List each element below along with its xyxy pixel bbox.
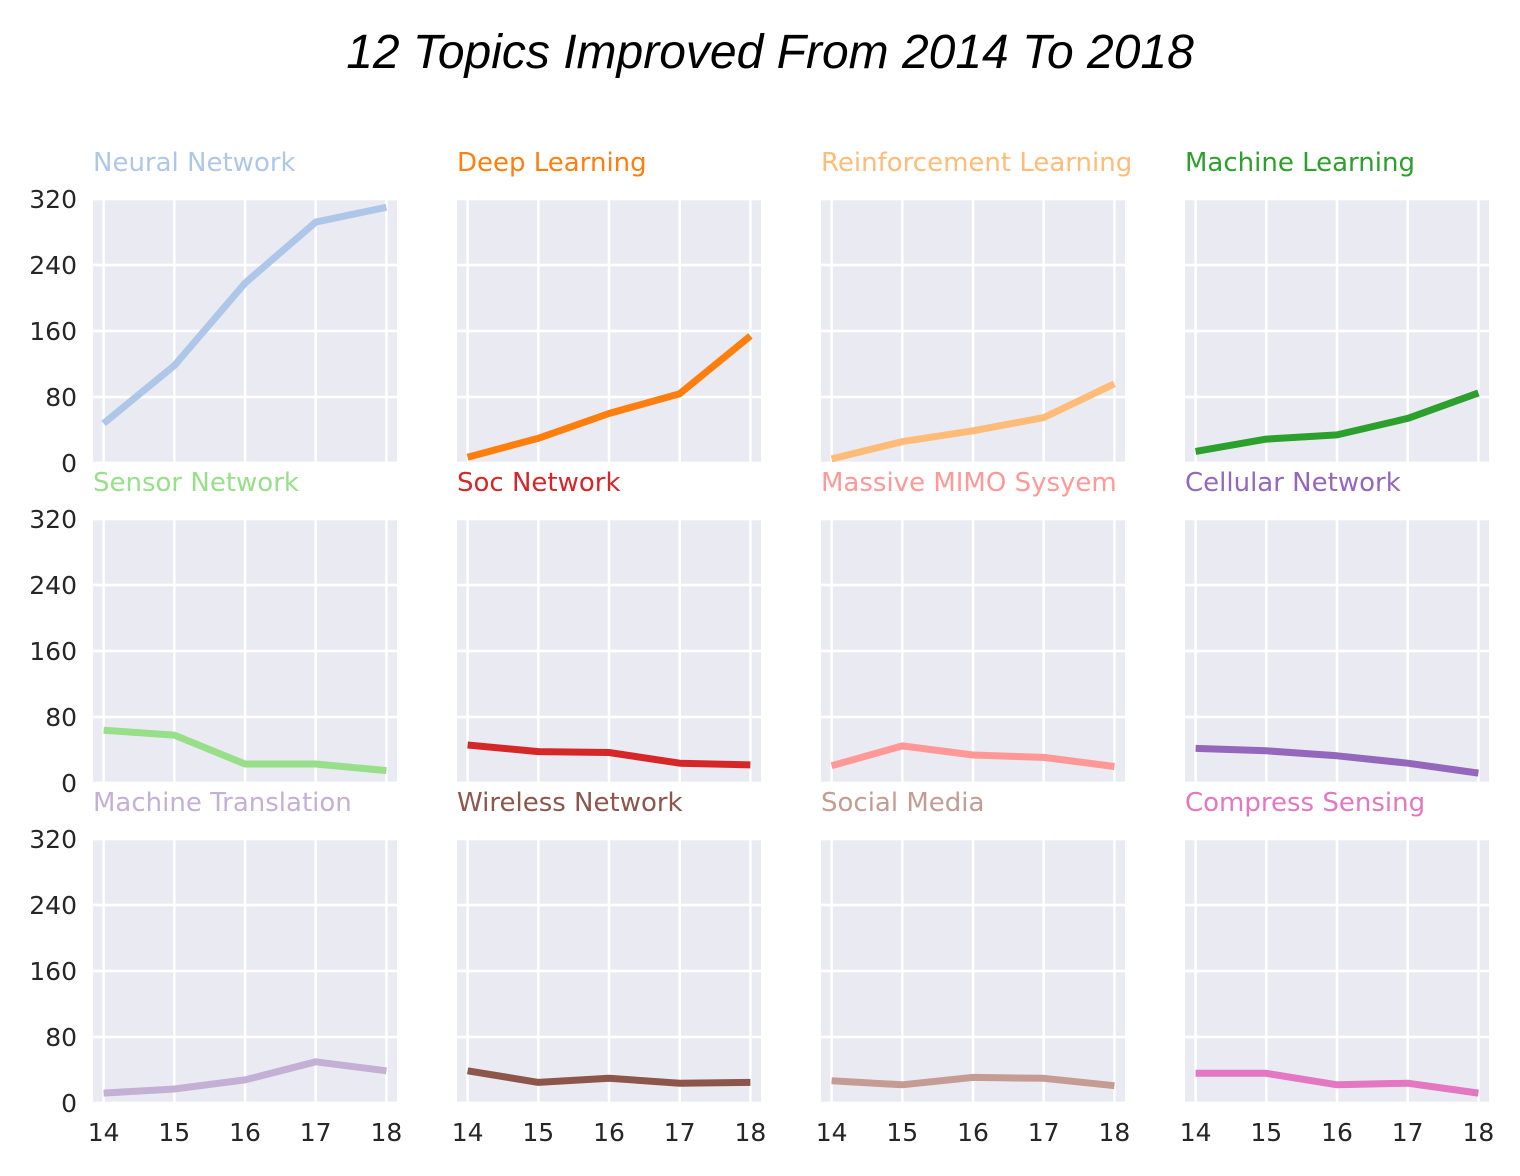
- y-tick-label: 240: [29, 251, 77, 280]
- chart-title: 12 Topics Improved From 2014 To 2018: [346, 26, 1194, 79]
- x-tick-label: 17: [664, 1118, 696, 1147]
- panel-compress-sensing: Compress Sensing 14 15 16 17 18: [1180, 788, 1495, 1147]
- y-tick-label: 80: [45, 1023, 77, 1052]
- x-tick-label: 16: [229, 1118, 261, 1147]
- series-line-wireless-network: [467, 1067, 751, 1087]
- panel-title: Massive MIMO Sysyem: [821, 468, 1117, 498]
- x-tick-label: 17: [300, 1118, 332, 1147]
- panel-machine-translation: Machine Translation 0 80 160 240 320 14 15 16 17 1…: [29, 788, 402, 1147]
- panel-soc-network: Soc Network: [457, 468, 761, 785]
- panel-title: Soc Network: [457, 468, 621, 498]
- x-tick-label: 16: [1321, 1118, 1353, 1147]
- panel-title: Reinforcement Learning: [821, 148, 1132, 178]
- series-line-social-media: [831, 1073, 1115, 1090]
- panel-title: Cellular Network: [1185, 468, 1401, 498]
- y-tick-label: 320: [29, 825, 77, 854]
- x-tick-label: 14: [1180, 1118, 1212, 1147]
- x-tick-label: 15: [1250, 1118, 1282, 1147]
- x-tick-label: 18: [1462, 1118, 1494, 1147]
- y-tick-label: 160: [29, 957, 77, 986]
- series-line-deep-learning: [466, 333, 753, 461]
- panel-machine-learning: Machine Learning: [1185, 148, 1489, 465]
- x-tick-label: 15: [886, 1118, 918, 1147]
- y-tick-label: 160: [29, 317, 77, 346]
- x-tick-label: 17: [1392, 1118, 1424, 1147]
- panel-title: Machine Learning: [1185, 148, 1415, 178]
- y-tick-label: 320: [29, 505, 77, 534]
- panel-title: Compress Sensing: [1185, 788, 1425, 818]
- series-line-cellular-network: [1195, 744, 1479, 777]
- series-line-machine-translation: [103, 1058, 387, 1097]
- series-line-machine-learning: [1195, 389, 1480, 455]
- x-tick-label: 15: [158, 1118, 190, 1147]
- series-line-reinforcement-learning: [830, 380, 1116, 463]
- x-tick-label: 18: [370, 1118, 402, 1147]
- panel-wireless-network: Wireless Network 14 15 16 17 18: [452, 788, 767, 1147]
- panel-title: Neural Network: [93, 148, 296, 178]
- panel-reinforcement-learning: Reinforcement Learning: [821, 148, 1132, 465]
- y-tick-label: 240: [29, 571, 77, 600]
- panel-title: Machine Translation: [93, 788, 352, 818]
- panel-title: Wireless Network: [457, 788, 683, 818]
- y-tick-label: 80: [45, 383, 77, 412]
- panel-title: Social Media: [821, 788, 984, 818]
- panel-deep-learning: Deep Learning: [457, 148, 761, 465]
- x-tick-label: 16: [593, 1118, 625, 1147]
- y-tick-label: 240: [29, 891, 77, 920]
- x-tick-label: 14: [88, 1118, 120, 1147]
- series-line-massive-mimo-sysyem: [830, 742, 1115, 770]
- series-line-neural-network: [101, 203, 388, 427]
- panel-neural-network: Neural Network 0 80 160 240 320: [29, 148, 397, 478]
- series-line-soc-network: [467, 741, 751, 769]
- panel-title: Deep Learning: [457, 148, 647, 178]
- panel-cellular-network: Cellular Network: [1185, 468, 1489, 785]
- y-tick-label: 160: [29, 637, 77, 666]
- y-tick-label: 0: [61, 769, 77, 798]
- x-tick-label: 15: [522, 1118, 554, 1147]
- x-tick-label: 14: [816, 1118, 848, 1147]
- panel-sensor-network: Sensor Network 0 80 160 240 320: [29, 468, 397, 798]
- x-tick-label: 18: [734, 1118, 766, 1147]
- x-tick-label: 14: [452, 1118, 484, 1147]
- panel-title: Sensor Network: [93, 468, 299, 498]
- x-tick-label: 17: [1028, 1118, 1060, 1147]
- y-tick-label: 0: [61, 1089, 77, 1118]
- panel-social-media: Social Media 14 15 16 17 18: [816, 788, 1131, 1147]
- x-tick-label: 18: [1098, 1118, 1130, 1147]
- y-tick-label: 320: [29, 185, 77, 214]
- y-tick-label: 0: [61, 449, 77, 478]
- x-tick-label: 16: [957, 1118, 989, 1147]
- panel-massive-mimo-sysyem: Massive MIMO Sysyem: [821, 468, 1125, 785]
- series-line-sensor-network: [103, 726, 387, 775]
- series-line-compress-sensing: [1195, 1069, 1479, 1097]
- y-tick-label: 80: [45, 703, 77, 732]
